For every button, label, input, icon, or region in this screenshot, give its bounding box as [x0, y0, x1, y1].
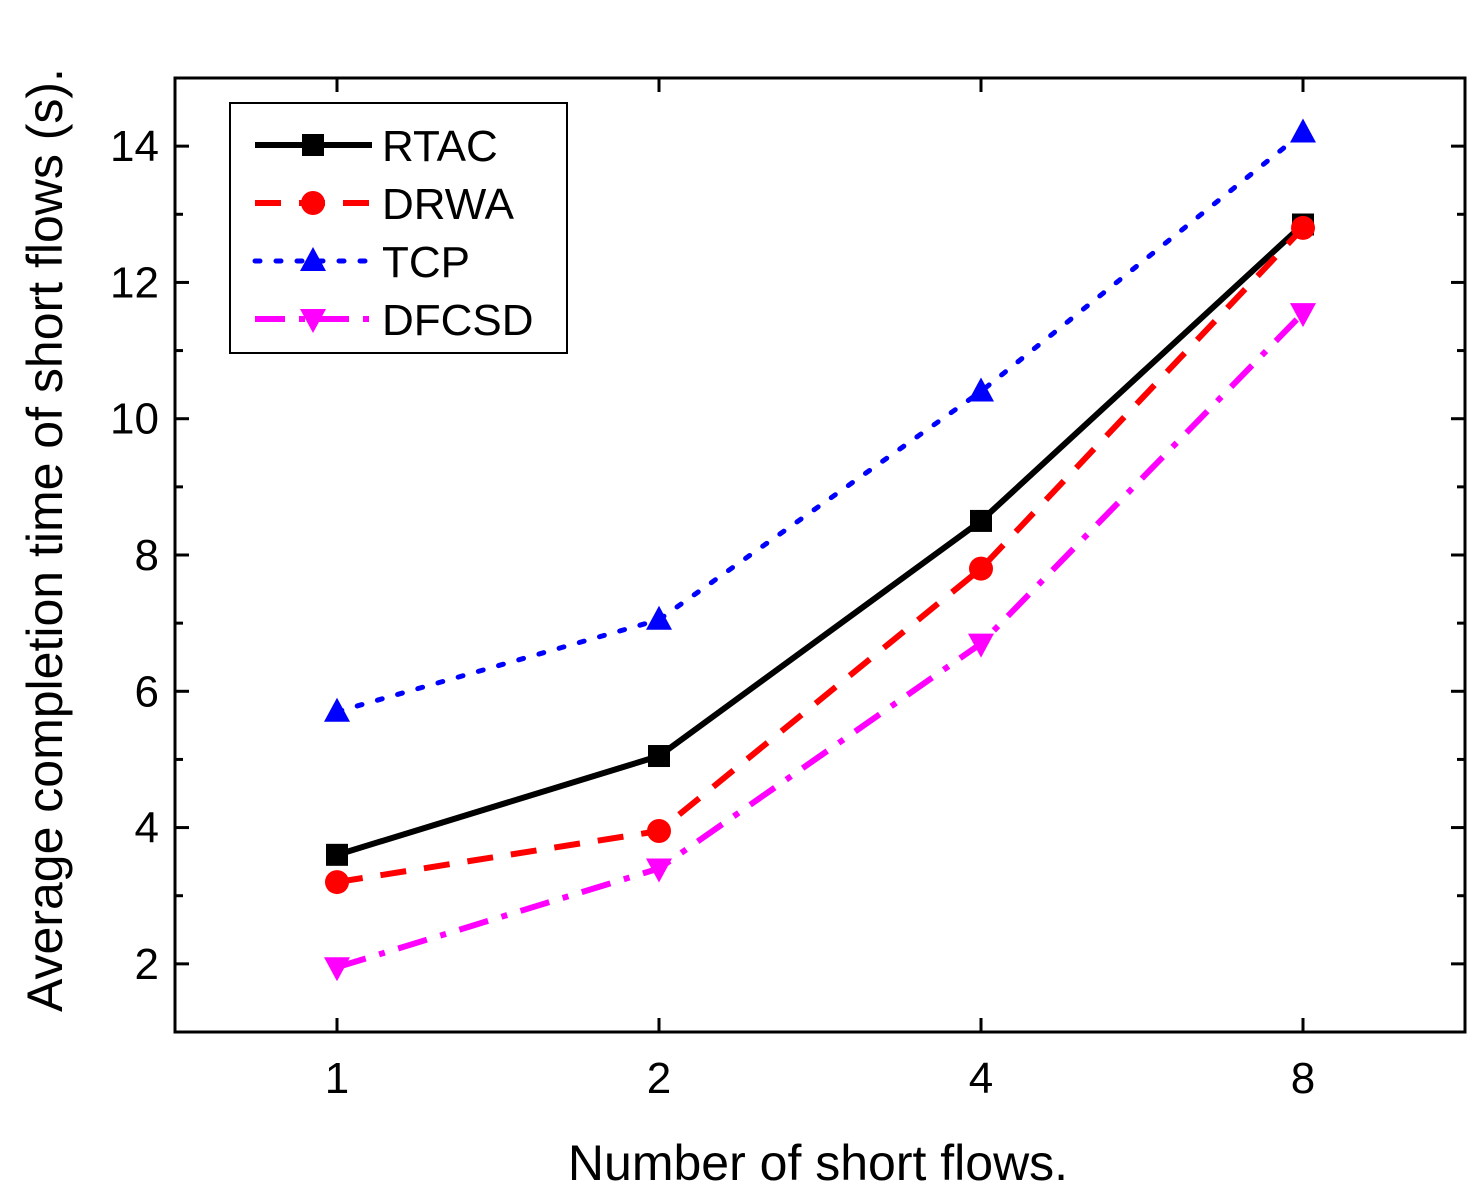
legend-label-tcp: TCP [382, 238, 470, 287]
x-tick-label: 2 [647, 1054, 671, 1103]
x-axis: 1 2 4 8 [325, 78, 1315, 1103]
y-tick-label: 10 [110, 395, 159, 444]
data-point-tcp [646, 605, 672, 630]
series-line-tcp [334, 130, 1306, 715]
data-point-rtac [326, 843, 348, 866]
x-tick-label: 1 [325, 1054, 349, 1103]
x-axis-title: Number of short flows. [568, 1135, 1068, 1191]
x-tick-label: 8 [1291, 1054, 1315, 1103]
data-point-dfcsd [1290, 303, 1316, 328]
y-tick-label: 2 [135, 940, 159, 989]
x-tick-label: 4 [969, 1054, 993, 1103]
plot-area [324, 118, 1316, 982]
series-line-rtac [336, 222, 1306, 858]
y-tick-label: 12 [110, 258, 159, 307]
y-tick-label: 14 [110, 122, 159, 171]
legend-marker-dfcsd [300, 309, 326, 333]
legend-marker-tcp [300, 247, 326, 271]
data-point-tcp [1290, 118, 1316, 143]
y-tick-label: 4 [135, 804, 159, 853]
series-line-drwa [336, 225, 1306, 886]
data-point-dfcsd [968, 633, 994, 658]
data-point-drwa [647, 818, 671, 843]
y-axis: 2 4 6 8 10 12 14 [110, 76, 1465, 1034]
y-tick-label: 6 [135, 667, 159, 716]
legend-marker-drwa [301, 191, 325, 215]
data-point-drwa [969, 556, 993, 581]
legend-label-rtac: RTAC [382, 122, 498, 171]
data-point-dfcsd [646, 858, 672, 883]
data-point-rtac [970, 509, 992, 532]
legend-label-dfcsd: DFCSD [382, 296, 534, 345]
data-point-dfcsd [324, 957, 350, 982]
legend: RTAC DRWA TCP DFCSD [229, 102, 568, 354]
data-point-rtac [648, 745, 670, 768]
legend-marker-rtac [302, 134, 324, 156]
data-point-tcp [324, 697, 350, 722]
data-point-drwa [325, 870, 349, 895]
series-line-dfcsd [336, 310, 1306, 971]
y-axis-title: Average completion time of short flows (… [17, 68, 73, 1012]
data-point-drwa [1291, 215, 1315, 240]
y-tick-label: 8 [135, 531, 159, 580]
legend-label-drwa: DRWA [382, 180, 515, 229]
data-point-tcp [968, 377, 994, 402]
